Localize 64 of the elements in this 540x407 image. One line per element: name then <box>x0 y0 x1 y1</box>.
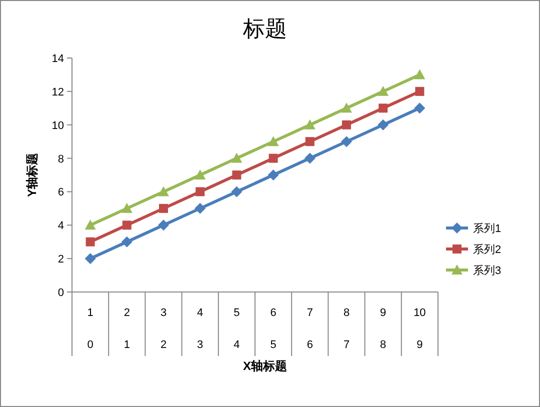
point <box>122 220 132 230</box>
point <box>378 104 388 113</box>
point <box>415 86 424 96</box>
x-tick-label: 1 <box>87 307 94 319</box>
point <box>158 186 169 196</box>
x-tick-label: 10 <box>414 307 426 319</box>
x-tick-label: 9 <box>380 307 386 319</box>
legend-label: 系列1 <box>473 222 502 235</box>
point <box>305 137 314 146</box>
point <box>121 236 132 248</box>
text: 3 <box>197 339 204 351</box>
x-tick-label: 5 <box>234 307 240 319</box>
point <box>196 187 205 196</box>
text: 8 <box>380 339 386 351</box>
x-tick-label: 6 <box>270 307 276 319</box>
point <box>121 202 132 213</box>
y-tick-label: 12 <box>52 86 64 98</box>
text: 7 <box>343 339 350 351</box>
point <box>268 154 278 163</box>
text: 5 <box>270 339 276 351</box>
x-tick-label: 3 <box>160 307 167 319</box>
chart-title: 标题 <box>242 16 287 41</box>
point <box>378 119 389 130</box>
point <box>84 253 96 264</box>
point <box>232 170 242 180</box>
text: 6 <box>306 339 313 351</box>
legend-label: 系列2 <box>473 243 502 256</box>
point <box>231 152 242 163</box>
y-axis-title: Y轴标题 <box>25 152 39 198</box>
x-tick-label: 2 <box>124 307 130 319</box>
y-tick-label: 2 <box>58 254 64 266</box>
y-tick-label: 6 <box>58 186 64 199</box>
point <box>341 136 352 148</box>
point <box>378 86 389 96</box>
point <box>342 120 351 130</box>
y-tick-label: 0 <box>58 287 64 299</box>
y-tick-label: 4 <box>58 220 64 232</box>
text: 1 <box>124 339 130 351</box>
point <box>194 202 206 214</box>
y-tick-label: 8 <box>58 153 64 166</box>
text: 9 <box>416 339 423 351</box>
text: 2 <box>160 339 167 351</box>
point <box>341 102 352 113</box>
point <box>158 220 169 231</box>
point <box>304 152 316 164</box>
x-tick-label: 8 <box>343 307 350 319</box>
y-tick-label: 10 <box>52 120 64 132</box>
point <box>84 220 96 230</box>
text: 0 <box>87 339 94 351</box>
point <box>194 170 206 180</box>
x-tick-label: 7 <box>306 307 313 319</box>
point <box>414 102 426 114</box>
text: 4 <box>234 339 240 351</box>
x-axis-title: X轴标题 <box>242 359 288 373</box>
point <box>414 69 426 80</box>
legend-label: 系列3 <box>473 264 502 277</box>
point <box>231 186 242 198</box>
y-tick-label: 14 <box>52 53 64 65</box>
point <box>268 136 279 146</box>
point <box>304 119 316 130</box>
point <box>268 170 279 180</box>
point <box>159 204 168 213</box>
point <box>86 237 95 246</box>
x-tick-label: 4 <box>197 307 204 319</box>
